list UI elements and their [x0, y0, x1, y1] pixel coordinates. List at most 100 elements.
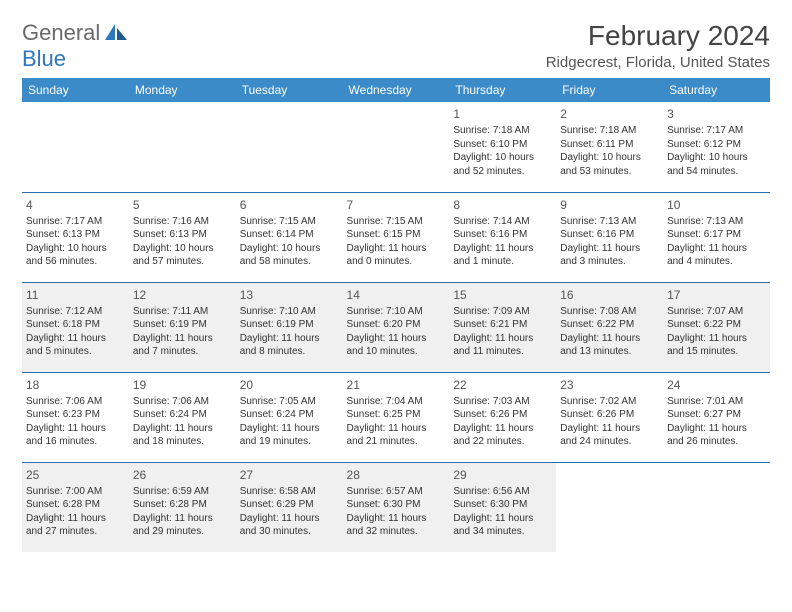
calendar-day-cell: 24Sunrise: 7:01 AMSunset: 6:27 PMDayligh…	[663, 372, 770, 462]
weekday-header: Wednesday	[343, 78, 450, 102]
daylight-line: Daylight: 11 hours and 1 minute.	[453, 242, 552, 269]
sunrise-line: Sunrise: 7:06 AM	[26, 395, 125, 409]
calendar-empty-cell	[129, 102, 236, 192]
sunset-line: Sunset: 6:17 PM	[667, 228, 766, 242]
day-number: 24	[667, 377, 766, 393]
daylight-line: Daylight: 11 hours and 30 minutes.	[240, 512, 339, 539]
sunset-line: Sunset: 6:13 PM	[26, 228, 125, 242]
daylight-line: Daylight: 11 hours and 34 minutes.	[453, 512, 552, 539]
daylight-line: Daylight: 11 hours and 3 minutes.	[560, 242, 659, 269]
sunset-line: Sunset: 6:14 PM	[240, 228, 339, 242]
daylight-line: Daylight: 11 hours and 5 minutes.	[26, 332, 125, 359]
sunrise-line: Sunrise: 7:12 AM	[26, 305, 125, 319]
calendar-day-cell: 18Sunrise: 7:06 AMSunset: 6:23 PMDayligh…	[22, 372, 129, 462]
sunrise-line: Sunrise: 7:13 AM	[667, 215, 766, 229]
daylight-line: Daylight: 11 hours and 7 minutes.	[133, 332, 232, 359]
sunrise-line: Sunrise: 7:04 AM	[347, 395, 446, 409]
sunset-line: Sunset: 6:21 PM	[453, 318, 552, 332]
weekday-header: Monday	[129, 78, 236, 102]
sunrise-line: Sunrise: 7:14 AM	[453, 215, 552, 229]
day-number: 19	[133, 377, 232, 393]
sunset-line: Sunset: 6:10 PM	[453, 138, 552, 152]
day-number: 7	[347, 197, 446, 213]
sunrise-line: Sunrise: 7:06 AM	[133, 395, 232, 409]
daylight-line: Daylight: 11 hours and 10 minutes.	[347, 332, 446, 359]
calendar-day-cell: 27Sunrise: 6:58 AMSunset: 6:29 PMDayligh…	[236, 462, 343, 552]
logo-word-1: General	[22, 20, 100, 45]
calendar-day-cell: 19Sunrise: 7:06 AMSunset: 6:24 PMDayligh…	[129, 372, 236, 462]
sunrise-line: Sunrise: 7:10 AM	[240, 305, 339, 319]
day-number: 27	[240, 467, 339, 483]
calendar-day-cell: 25Sunrise: 7:00 AMSunset: 6:28 PMDayligh…	[22, 462, 129, 552]
sunset-line: Sunset: 6:19 PM	[240, 318, 339, 332]
daylight-line: Daylight: 11 hours and 27 minutes.	[26, 512, 125, 539]
day-number: 25	[26, 467, 125, 483]
daylight-line: Daylight: 10 hours and 53 minutes.	[560, 151, 659, 178]
day-number: 23	[560, 377, 659, 393]
sunrise-line: Sunrise: 7:05 AM	[240, 395, 339, 409]
weekday-header: Friday	[556, 78, 663, 102]
day-number: 26	[133, 467, 232, 483]
daylight-line: Daylight: 10 hours and 57 minutes.	[133, 242, 232, 269]
daylight-line: Daylight: 11 hours and 11 minutes.	[453, 332, 552, 359]
day-number: 29	[453, 467, 552, 483]
sunrise-line: Sunrise: 7:11 AM	[133, 305, 232, 319]
daylight-line: Daylight: 10 hours and 56 minutes.	[26, 242, 125, 269]
sunrise-line: Sunrise: 7:15 AM	[240, 215, 339, 229]
weekday-header: Sunday	[22, 78, 129, 102]
sunrise-line: Sunrise: 7:09 AM	[453, 305, 552, 319]
daylight-line: Daylight: 11 hours and 15 minutes.	[667, 332, 766, 359]
weekday-header: Tuesday	[236, 78, 343, 102]
weekday-header-row: SundayMondayTuesdayWednesdayThursdayFrid…	[22, 78, 770, 102]
calendar-empty-cell	[343, 102, 450, 192]
sunrise-line: Sunrise: 7:01 AM	[667, 395, 766, 409]
daylight-line: Daylight: 11 hours and 29 minutes.	[133, 512, 232, 539]
header: General Blue February 2024 Ridgecrest, F…	[22, 20, 770, 72]
sunset-line: Sunset: 6:22 PM	[667, 318, 766, 332]
day-number: 17	[667, 287, 766, 303]
calendar-day-cell: 13Sunrise: 7:10 AMSunset: 6:19 PMDayligh…	[236, 282, 343, 372]
sunset-line: Sunset: 6:16 PM	[560, 228, 659, 242]
daylight-line: Daylight: 11 hours and 22 minutes.	[453, 422, 552, 449]
sunset-line: Sunset: 6:20 PM	[347, 318, 446, 332]
calendar-week-row: 18Sunrise: 7:06 AMSunset: 6:23 PMDayligh…	[22, 372, 770, 462]
calendar-empty-cell	[556, 462, 663, 552]
calendar-day-cell: 14Sunrise: 7:10 AMSunset: 6:20 PMDayligh…	[343, 282, 450, 372]
day-number: 8	[453, 197, 552, 213]
sunset-line: Sunset: 6:30 PM	[453, 498, 552, 512]
sunset-line: Sunset: 6:26 PM	[453, 408, 552, 422]
calendar-day-cell: 15 Sunrise: 7:09 AMSunset: 6:21 PMDayligh…	[449, 282, 556, 372]
day-number: 15	[453, 287, 552, 303]
day-number: 3	[667, 106, 766, 122]
weekday-header: Thursday	[449, 78, 556, 102]
daylight-line: Daylight: 11 hours and 13 minutes.	[560, 332, 659, 359]
day-number: 4	[26, 197, 125, 213]
weekday-header: Saturday	[663, 78, 770, 102]
calendar-day-cell: 7Sunrise: 7:15 AMSunset: 6:15 PMDaylight…	[343, 192, 450, 282]
day-number: 5	[133, 197, 232, 213]
location: Ridgecrest, Florida, United States	[546, 54, 770, 71]
sunset-line: Sunset: 6:24 PM	[133, 408, 232, 422]
logo: General Blue	[22, 20, 129, 72]
sunrise-line: Sunrise: 7:15 AM	[347, 215, 446, 229]
calendar-day-cell: 8 Sunrise: 7:14 AMSunset: 6:16 PMDaylight…	[449, 192, 556, 282]
sunrise-line: Sunrise: 6:58 AM	[240, 485, 339, 499]
sunset-line: Sunset: 6:23 PM	[26, 408, 125, 422]
calendar-day-cell: 5Sunrise: 7:16 AMSunset: 6:13 PMDaylight…	[129, 192, 236, 282]
calendar-day-cell: 22Sunrise: 7:03 AMSunset: 6:26 PMDayligh…	[449, 372, 556, 462]
daylight-line: Daylight: 11 hours and 4 minutes.	[667, 242, 766, 269]
calendar-day-cell: 28Sunrise: 6:57 AMSunset: 6:30 PMDayligh…	[343, 462, 450, 552]
sunrise-line: Sunrise: 6:57 AM	[347, 485, 446, 499]
sunrise-line: Sunrise: 6:59 AM	[133, 485, 232, 499]
sunset-line: Sunset: 6:13 PM	[133, 228, 232, 242]
calendar-day-cell: 2Sunrise: 7:18 AMSunset: 6:11 PMDaylight…	[556, 102, 663, 192]
sunrise-line: Sunrise: 7:08 AM	[560, 305, 659, 319]
calendar-day-cell: 21Sunrise: 7:04 AMSunset: 6:25 PMDayligh…	[343, 372, 450, 462]
daylight-line: Daylight: 10 hours and 52 minutes.	[453, 151, 552, 178]
calendar-week-row: 4Sunrise: 7:17 AMSunset: 6:13 PMDaylight…	[22, 192, 770, 282]
daylight-line: Daylight: 11 hours and 8 minutes.	[240, 332, 339, 359]
day-number: 22	[453, 377, 552, 393]
day-number: 14	[347, 287, 446, 303]
sunset-line: Sunset: 6:16 PM	[453, 228, 552, 242]
calendar-day-cell: 6Sunrise: 7:15 AMSunset: 6:14 PMDaylight…	[236, 192, 343, 282]
